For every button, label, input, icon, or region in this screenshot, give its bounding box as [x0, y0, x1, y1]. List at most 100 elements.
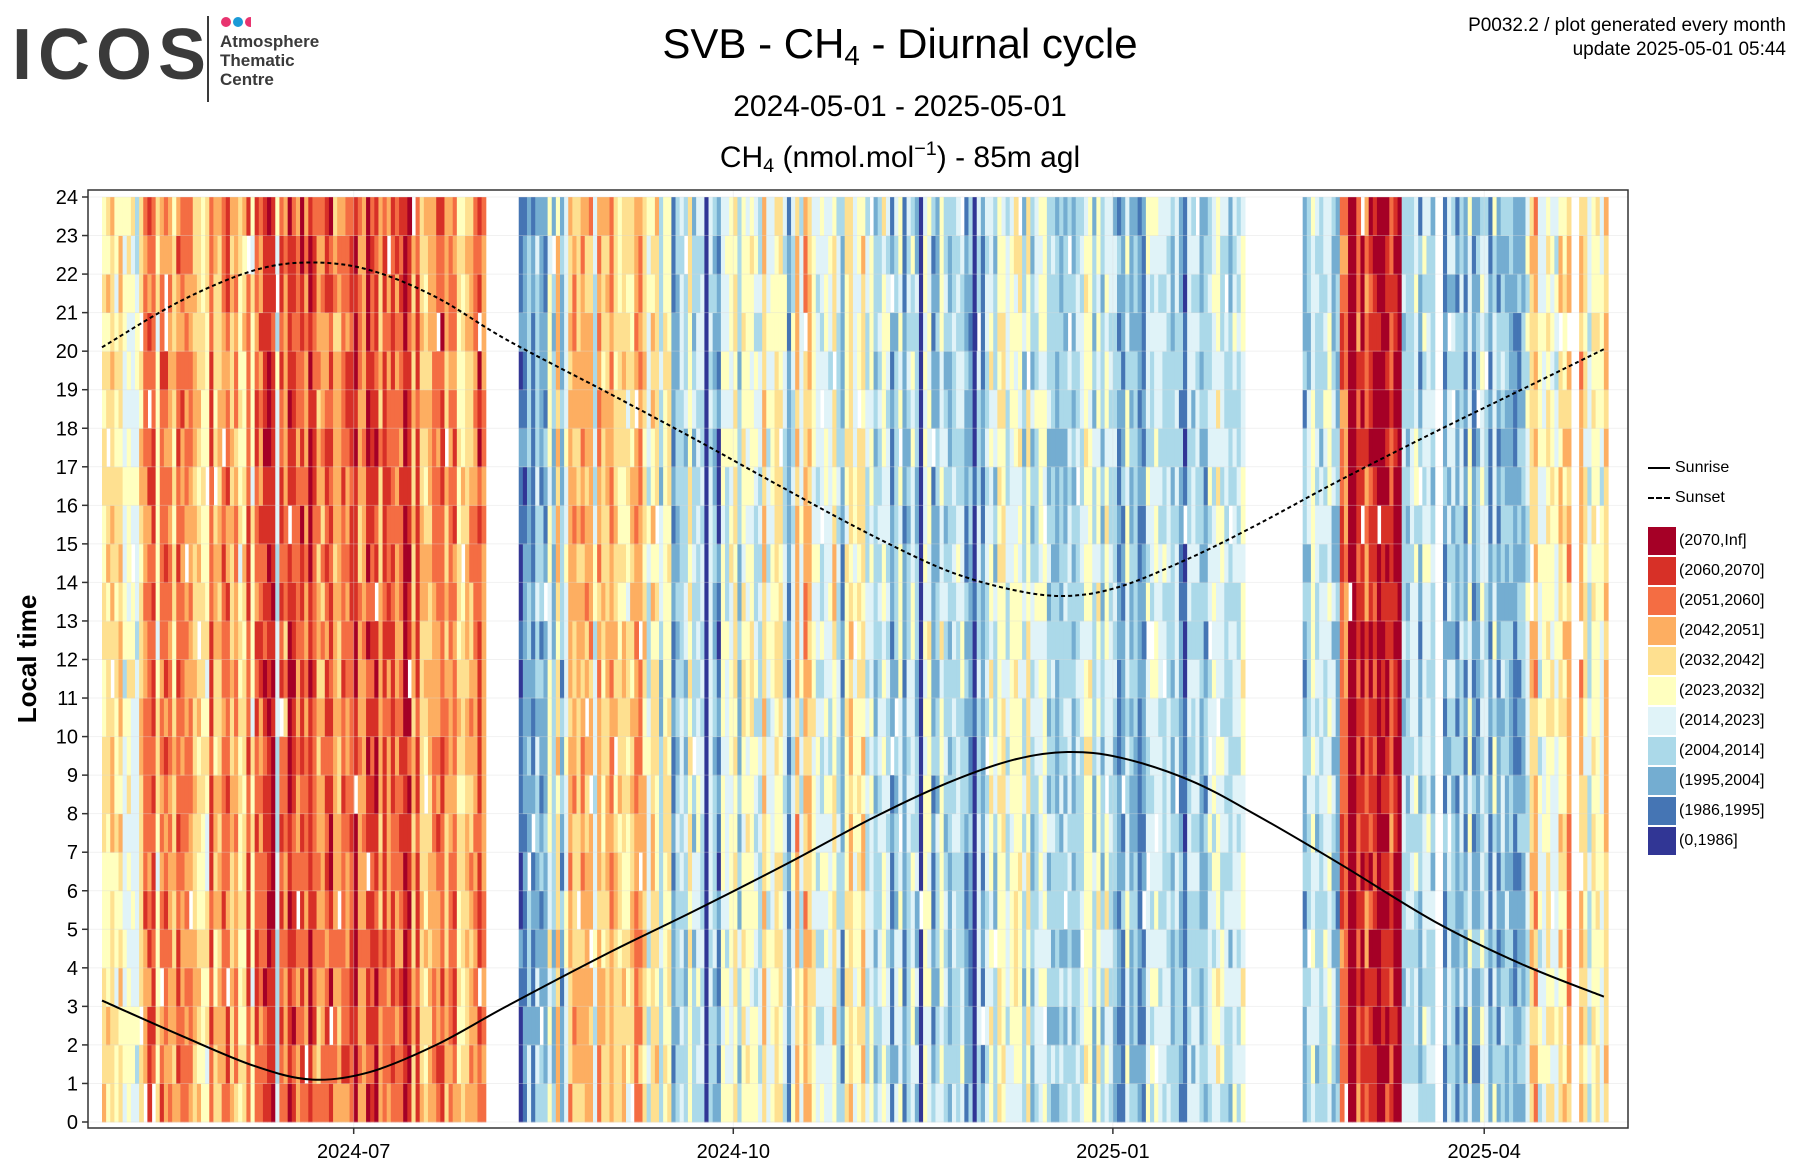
heatmap-cell	[758, 582, 763, 622]
heatmap-cell	[782, 736, 788, 776]
heatmap-cell	[551, 852, 557, 892]
heatmap-cell	[209, 852, 215, 892]
heatmap-cell	[951, 389, 957, 429]
heatmap-cell	[671, 659, 677, 699]
heatmap-cell	[588, 659, 594, 699]
heatmap-cell	[374, 620, 380, 660]
heatmap-cell	[531, 235, 536, 275]
heatmap-cell	[902, 312, 908, 352]
heatmap-cell	[630, 235, 635, 275]
heatmap-cell	[947, 620, 953, 660]
heatmap-cell	[275, 929, 281, 969]
heatmap-cell	[168, 312, 173, 352]
heatmap-cell	[650, 775, 656, 815]
heatmap-cell	[993, 312, 998, 352]
heatmap-cell	[295, 1083, 301, 1123]
heatmap-cell	[852, 659, 858, 699]
heatmap-cell	[353, 351, 359, 391]
heatmap-cell	[890, 890, 895, 930]
heatmap-cell	[906, 736, 912, 776]
heatmap-cell	[477, 466, 483, 506]
heatmap-cell	[712, 852, 718, 892]
heatmap-cell	[135, 582, 140, 622]
heatmap-cell	[559, 852, 565, 892]
heatmap-cell	[890, 967, 895, 1007]
heatmap-cell	[725, 389, 730, 429]
heatmap-cell	[196, 235, 202, 275]
heatmap-cell	[824, 698, 829, 737]
heatmap-cell	[910, 351, 916, 391]
heatmap-cell	[481, 428, 487, 468]
heatmap-cell	[163, 235, 169, 275]
heatmap-cell	[720, 274, 726, 314]
heatmap-cell	[725, 698, 730, 737]
heatmap-cell	[526, 736, 532, 776]
heatmap-cell	[749, 775, 755, 815]
heatmap-cell	[324, 620, 330, 660]
heatmap-cell	[448, 235, 454, 275]
heatmap-cell	[956, 775, 961, 815]
heatmap-cell	[440, 620, 446, 660]
heatmap-cell	[229, 389, 235, 429]
heatmap-cell	[419, 1006, 425, 1046]
heatmap-cell	[902, 775, 908, 815]
heatmap-cell	[353, 389, 359, 429]
heatmap-cell	[217, 620, 223, 660]
heatmap-cell	[192, 235, 198, 275]
heatmap-cell	[163, 466, 169, 506]
heatmap-cell	[225, 274, 231, 314]
heatmap-cell	[221, 351, 227, 391]
heatmap-cell	[295, 428, 301, 468]
heatmap-cell	[861, 620, 866, 660]
heatmap-cell	[687, 620, 693, 660]
heatmap-cell	[361, 929, 367, 969]
heatmap-cell	[729, 312, 734, 352]
heatmap-cell	[984, 890, 990, 930]
heatmap-cell	[300, 1006, 305, 1046]
heatmap-cell	[989, 312, 994, 352]
heatmap-cell	[345, 620, 351, 660]
heatmap-cell	[716, 967, 722, 1007]
heatmap-cell	[564, 929, 569, 969]
heatmap-cell	[634, 274, 639, 314]
heatmap-cell	[106, 620, 111, 660]
heatmap-cell	[939, 1044, 945, 1084]
heatmap-cell	[407, 813, 413, 853]
heatmap-cell	[353, 736, 359, 776]
heatmap-cell	[836, 736, 842, 776]
heatmap-cell	[993, 698, 998, 737]
heatmap-cell	[918, 852, 924, 892]
heatmap-cell	[135, 351, 140, 391]
heatmap-cell	[465, 698, 470, 737]
heatmap-cell	[382, 736, 388, 776]
heatmap-cell	[935, 736, 941, 776]
heatmap-cell	[238, 389, 243, 429]
heatmap-cell	[943, 235, 949, 275]
heatmap-cell	[551, 929, 557, 969]
heatmap-cell	[799, 351, 805, 391]
heatmap-cell	[114, 197, 120, 236]
heatmap-cell	[460, 659, 466, 699]
heatmap-cell	[840, 1044, 846, 1084]
heatmap-cell	[172, 389, 177, 429]
heatmap-cell	[956, 582, 961, 622]
heatmap-cell	[304, 389, 309, 429]
heatmap-cell	[423, 582, 429, 622]
heatmap-cell	[337, 813, 342, 853]
meta-line-update: update 2025-05-01 05:44	[1572, 39, 1786, 60]
heatmap-cell	[774, 620, 780, 660]
heatmap-cell	[423, 813, 429, 853]
heatmap-cell	[291, 967, 297, 1007]
heatmap-cell	[683, 312, 689, 352]
heatmap-cell	[836, 505, 842, 545]
heatmap-cell	[964, 582, 970, 622]
heatmap-cell	[621, 197, 627, 236]
heatmap-cell	[250, 1006, 256, 1046]
heatmap-cell	[130, 659, 136, 699]
heatmap-cell	[225, 813, 231, 853]
heatmap-cell	[720, 312, 726, 352]
heatmap-cell	[716, 543, 722, 583]
heatmap-cell	[394, 543, 400, 583]
heatmap-cell	[349, 890, 355, 930]
heatmap-cell	[333, 582, 338, 622]
